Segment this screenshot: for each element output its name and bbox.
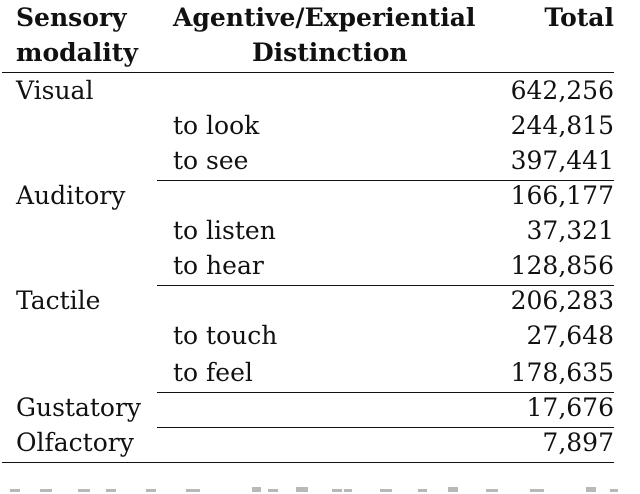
row-total-to-touch: 27,648 [526, 321, 614, 350]
row-distinction-to-feel: to feel [173, 358, 253, 387]
header-sensory: Sensory [16, 3, 127, 32]
row-modality-auditory: Auditory [16, 181, 126, 210]
row-distinction-to-touch: to touch [173, 321, 278, 350]
row-total-auditory: 166,177 [510, 181, 614, 210]
header-modality: modality [16, 38, 138, 67]
row-total-gustatory: 17,676 [526, 393, 614, 422]
row-distinction-to-see: to see [173, 146, 249, 175]
header-total: Total [544, 3, 614, 32]
section-rule-gustatory [157, 392, 614, 394]
row-total-to-feel: 178,635 [510, 358, 614, 387]
row-total-to-look: 244,815 [510, 111, 614, 140]
header-rule [2, 72, 614, 74]
header-distinction: Distinction [252, 38, 408, 67]
bottom-rule [2, 462, 614, 464]
header-agentive-experiential: Agentive/Experiential [173, 3, 476, 32]
row-distinction-to-look: to look [173, 111, 260, 140]
row-modality-visual: Visual [16, 76, 94, 105]
row-total-visual: 642,256 [510, 76, 614, 105]
section-rule-auditory [157, 180, 614, 182]
row-total-to-listen: 37,321 [526, 216, 614, 245]
section-rule-tactile [157, 285, 614, 287]
row-total-to-see: 397,441 [510, 146, 614, 175]
row-total-to-hear: 128,856 [510, 251, 614, 280]
row-distinction-to-listen: to listen [173, 216, 276, 245]
section-rule-olfactory [157, 427, 614, 429]
sensory-modality-table: Sensory modality Agentive/Experiential D… [2, 0, 614, 470]
row-distinction-to-hear: to hear [173, 251, 264, 280]
row-total-tactile: 206,283 [510, 286, 614, 315]
cropped-text-marks [10, 487, 618, 492]
row-total-olfactory: 7,897 [542, 428, 614, 457]
cropped-text-fragment [0, 474, 640, 494]
row-modality-olfactory: Olfactory [16, 428, 134, 457]
row-modality-tactile: Tactile [16, 286, 101, 315]
row-modality-gustatory: Gustatory [16, 393, 142, 422]
